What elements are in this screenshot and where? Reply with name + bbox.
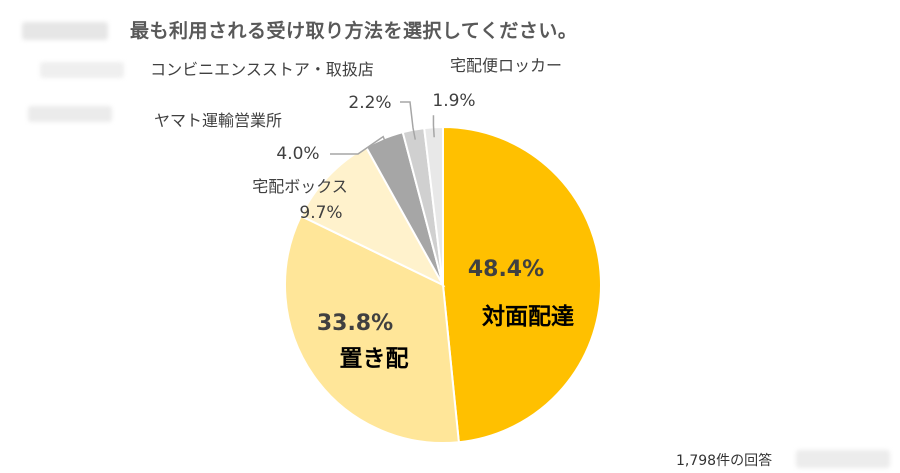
leader-line-5 xyxy=(432,115,435,138)
value-label-48-4-: 48.4% xyxy=(468,257,544,282)
category-label-5: 宅配便ロッカー xyxy=(450,56,562,75)
pie-slice-2 xyxy=(299,145,446,288)
leader-line-4 xyxy=(400,101,417,140)
blurred-text-block-3 xyxy=(28,106,112,122)
category-label-1: 置き配 xyxy=(340,346,409,372)
pie-slice-0 xyxy=(442,125,602,444)
blurred-text-block-4 xyxy=(796,450,890,468)
category-label-0: 対面配達 xyxy=(482,303,574,330)
survey-question-title: 最も利用される受け取り方法を選択してください。 xyxy=(130,20,578,42)
value-label-33-8-: 33.8% xyxy=(317,311,393,336)
response-count: 1,798件の回答 xyxy=(676,453,773,469)
category-label-3: ヤマト運輸営業所 xyxy=(154,111,282,130)
slice-labels: 48.4% 対面配達 33.8% 置き配 宅配ボックス 9.7% ヤマト運輸営業所 4.0% コ… xyxy=(150,56,574,372)
value-label-4-0-: 4.0% xyxy=(276,144,319,164)
leader-line-3 xyxy=(330,135,389,155)
value-label-2-2-: 2.2% xyxy=(348,93,391,113)
pie-slices xyxy=(284,125,602,444)
value-label-1-9-: 1.9% xyxy=(432,91,475,111)
blurred-text-block-2 xyxy=(40,62,124,78)
leader-lines xyxy=(330,101,435,155)
value-label-9-7-: 9.7% xyxy=(299,203,342,223)
blurred-text-block-1 xyxy=(22,22,108,40)
category-label-2: 宅配ボックス xyxy=(252,177,348,196)
category-label-4: コンビニエンスストア・取扱店 xyxy=(150,60,374,79)
